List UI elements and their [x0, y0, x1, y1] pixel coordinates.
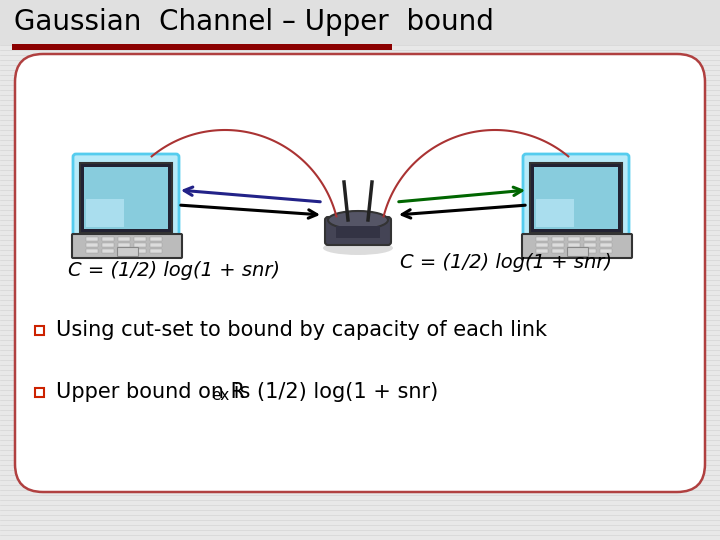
Bar — [584, 243, 596, 247]
Text: Gaussian  Channel – Upper  bound: Gaussian Channel – Upper bound — [14, 8, 494, 36]
FancyBboxPatch shape — [523, 154, 629, 240]
FancyBboxPatch shape — [530, 163, 622, 233]
Bar — [86, 237, 98, 241]
Bar — [0, 0, 720, 45]
Bar — [568, 243, 580, 247]
FancyBboxPatch shape — [72, 234, 182, 258]
Bar — [134, 237, 146, 241]
Bar — [536, 243, 548, 247]
FancyBboxPatch shape — [84, 167, 168, 229]
Text: C = (1/2) log(1 + snr): C = (1/2) log(1 + snr) — [400, 253, 612, 272]
Bar — [12, 44, 392, 50]
Text: Using cut-set to bound by capacity of each link: Using cut-set to bound by capacity of ea… — [56, 320, 547, 340]
Bar — [86, 249, 98, 253]
Bar — [536, 249, 548, 253]
Bar — [600, 243, 612, 247]
FancyBboxPatch shape — [73, 154, 179, 240]
Bar — [150, 237, 162, 241]
Text: is (1/2) log(1 + snr): is (1/2) log(1 + snr) — [227, 382, 438, 402]
FancyBboxPatch shape — [325, 217, 391, 245]
Bar — [102, 243, 114, 247]
Bar — [584, 237, 596, 241]
Ellipse shape — [328, 211, 388, 229]
FancyBboxPatch shape — [80, 163, 172, 233]
Bar — [35, 326, 44, 334]
FancyBboxPatch shape — [567, 247, 588, 256]
Bar — [552, 237, 564, 241]
FancyBboxPatch shape — [15, 54, 705, 492]
Text: ex: ex — [211, 388, 229, 403]
Text: C = (1/2) log(1 + snr): C = (1/2) log(1 + snr) — [68, 260, 280, 280]
Bar — [600, 237, 612, 241]
Bar — [150, 249, 162, 253]
Bar — [552, 243, 564, 247]
Bar — [552, 249, 564, 253]
FancyBboxPatch shape — [522, 234, 632, 258]
Bar — [536, 237, 548, 241]
FancyBboxPatch shape — [86, 199, 124, 227]
Bar — [102, 249, 114, 253]
Bar — [568, 249, 580, 253]
Bar — [118, 249, 130, 253]
Bar — [134, 243, 146, 247]
Bar — [600, 249, 612, 253]
Text: Upper bound on R: Upper bound on R — [56, 382, 245, 402]
Bar — [134, 249, 146, 253]
Bar — [568, 237, 580, 241]
FancyBboxPatch shape — [336, 226, 380, 238]
Bar — [35, 388, 44, 396]
Bar — [118, 237, 130, 241]
FancyBboxPatch shape — [536, 199, 574, 227]
Bar — [86, 243, 98, 247]
Bar — [102, 237, 114, 241]
FancyBboxPatch shape — [534, 167, 618, 229]
FancyBboxPatch shape — [117, 247, 138, 256]
Ellipse shape — [323, 241, 393, 255]
Bar — [118, 243, 130, 247]
Bar — [584, 249, 596, 253]
Bar — [150, 243, 162, 247]
